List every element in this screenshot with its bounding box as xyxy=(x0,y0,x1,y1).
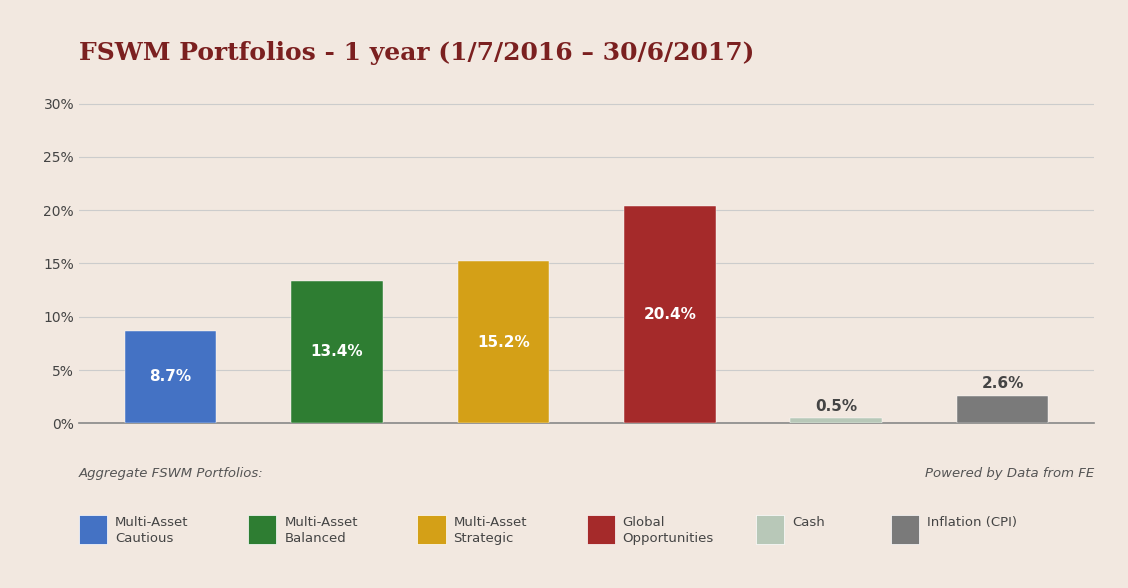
Bar xyxy=(291,280,382,423)
Text: 20.4%: 20.4% xyxy=(643,307,696,322)
Text: Strategic: Strategic xyxy=(453,532,514,544)
Text: Powered by Data from FE: Powered by Data from FE xyxy=(925,467,1094,480)
Text: FSWM Portfolios - 1 year (1/7/2016 – 30/6/2017): FSWM Portfolios - 1 year (1/7/2016 – 30/… xyxy=(79,41,755,65)
Bar xyxy=(791,418,882,423)
Text: 0.5%: 0.5% xyxy=(816,399,857,414)
Text: 2.6%: 2.6% xyxy=(981,376,1024,392)
Text: Multi-Asset: Multi-Asset xyxy=(115,516,188,529)
Bar xyxy=(458,261,549,423)
Text: Multi-Asset: Multi-Asset xyxy=(453,516,527,529)
Text: Cautious: Cautious xyxy=(115,532,174,544)
Text: Balanced: Balanced xyxy=(284,532,346,544)
Text: 15.2%: 15.2% xyxy=(477,335,530,350)
Bar xyxy=(125,330,217,423)
Text: Cash: Cash xyxy=(792,516,825,529)
Bar xyxy=(957,396,1048,423)
Text: 8.7%: 8.7% xyxy=(149,369,192,385)
Text: Aggregate FSWM Portfolios:: Aggregate FSWM Portfolios: xyxy=(79,467,264,480)
Text: Opportunities: Opportunities xyxy=(623,532,714,544)
Text: 13.4%: 13.4% xyxy=(310,345,363,359)
Text: Multi-Asset: Multi-Asset xyxy=(284,516,358,529)
Text: Inflation (CPI): Inflation (CPI) xyxy=(927,516,1017,529)
Bar xyxy=(624,206,715,423)
Text: Global: Global xyxy=(623,516,666,529)
